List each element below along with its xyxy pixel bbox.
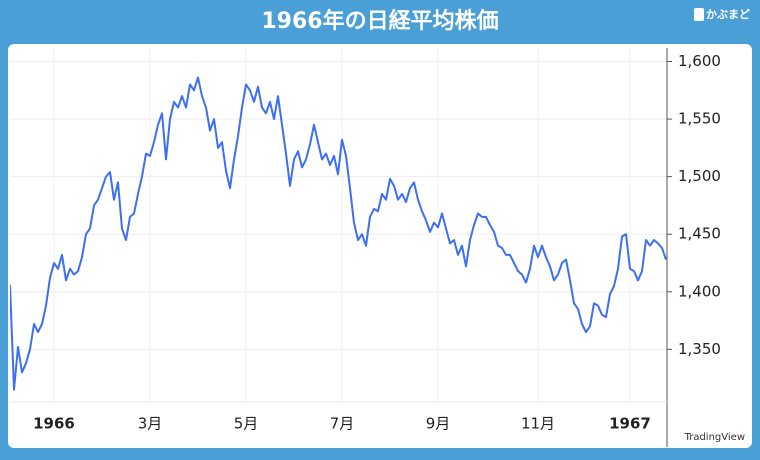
logo: かぶまど xyxy=(706,8,750,21)
x-tick-label: 1967 xyxy=(609,415,651,433)
x-tick-label: 11月 xyxy=(521,415,555,433)
x-tick-label: 7月 xyxy=(330,415,355,433)
chart-panel xyxy=(8,44,752,448)
x-tick-label: 5月 xyxy=(234,415,259,433)
grid xyxy=(10,48,667,402)
chart-title: 1966年の日経平均株価 xyxy=(261,8,498,34)
source-credit: TradingView xyxy=(684,432,745,443)
labels: 1,350 1,400 1,450 1,500 1,550 1,600 1966 3月 5月 7月… xyxy=(33,52,721,432)
logo-icon xyxy=(694,8,704,21)
y-tick-label: 1,450 xyxy=(678,225,721,243)
y-tick-label: 1,350 xyxy=(678,340,721,358)
y-tick-label: 1,400 xyxy=(678,282,721,300)
x-tick-label: 9月 xyxy=(426,415,451,433)
x-tick-label: 1966 xyxy=(33,415,75,433)
plot-area xyxy=(10,76,667,391)
y-tick-label: 1,550 xyxy=(678,110,721,128)
y-tick-label: 1,600 xyxy=(678,52,721,70)
price-line xyxy=(10,76,667,391)
y-tick-label: 1,500 xyxy=(678,167,721,185)
x-tick-label: 3月 xyxy=(138,415,163,433)
